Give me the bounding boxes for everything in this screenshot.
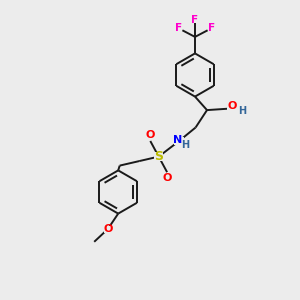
Bar (104, 226, 112, 232)
Text: F: F (191, 15, 199, 25)
Text: F: F (208, 23, 215, 33)
Bar (174, 137, 184, 145)
Text: H: H (238, 106, 246, 116)
Text: H: H (181, 140, 189, 150)
Text: F: F (175, 23, 182, 33)
Text: O: O (162, 173, 172, 183)
Text: O: O (146, 130, 155, 140)
Text: N: N (173, 135, 182, 146)
Bar (227, 105, 236, 112)
Bar (146, 132, 154, 139)
Text: S: S (154, 150, 163, 163)
Bar (163, 174, 171, 181)
Text: O: O (103, 224, 112, 234)
Text: O: O (227, 101, 237, 111)
Bar (154, 152, 163, 161)
